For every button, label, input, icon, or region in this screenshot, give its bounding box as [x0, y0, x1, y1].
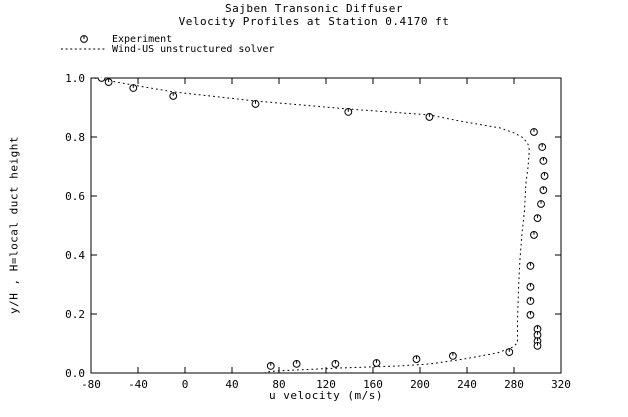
- x-tick-label: 120: [316, 378, 336, 391]
- x-tick-label: 80: [272, 378, 285, 391]
- y-tick-label: 0.4: [65, 249, 85, 262]
- chart-subtitle: Velocity Profiles at Station 0.4170 ft: [178, 15, 450, 28]
- x-tick-label: 200: [410, 378, 430, 391]
- x-tick-label: 320: [551, 378, 571, 391]
- legend-label-experiment: Experiment: [112, 34, 173, 45]
- experiment-points: [97, 77, 549, 370]
- experiment-marker-icon: [60, 34, 108, 47]
- y-tick-label: 0.0: [65, 367, 85, 380]
- legend-entry-experiment: Experiment: [60, 35, 275, 45]
- x-tick-label: 280: [504, 378, 524, 391]
- x-tick-label: 40: [225, 378, 238, 391]
- y-tick-label: 0.2: [65, 308, 85, 321]
- y-tick-label: 0.8: [65, 131, 85, 144]
- experiment-point: [104, 78, 113, 87]
- x-tick-label: 240: [457, 378, 477, 391]
- x-tick-label: -40: [128, 378, 148, 391]
- axes-frame: [90, 77, 562, 374]
- y-tick-label: 0.6: [65, 190, 85, 203]
- chart-title: Sajben Transonic Diffuser: [224, 2, 404, 15]
- x-tick-label: 160: [363, 378, 383, 391]
- x-tick-label: -80: [81, 378, 101, 391]
- y-axis-label: y/H , H=local duct height: [7, 135, 21, 315]
- windus-solver-line: [94, 77, 530, 373]
- legend-entry-windus: Wind-US unstructured solver: [60, 45, 275, 55]
- dotted-line-icon: [60, 44, 108, 57]
- x-axis-label: u velocity (m/s): [269, 389, 383, 402]
- experiment-point: [97, 77, 106, 82]
- legend: Experiment Wind-US unstructured solver: [60, 35, 275, 55]
- y-tick-label: 1.0: [65, 72, 85, 85]
- x-tick-label: 0: [182, 378, 189, 391]
- legend-label-windus: Wind-US unstructured solver: [112, 44, 275, 55]
